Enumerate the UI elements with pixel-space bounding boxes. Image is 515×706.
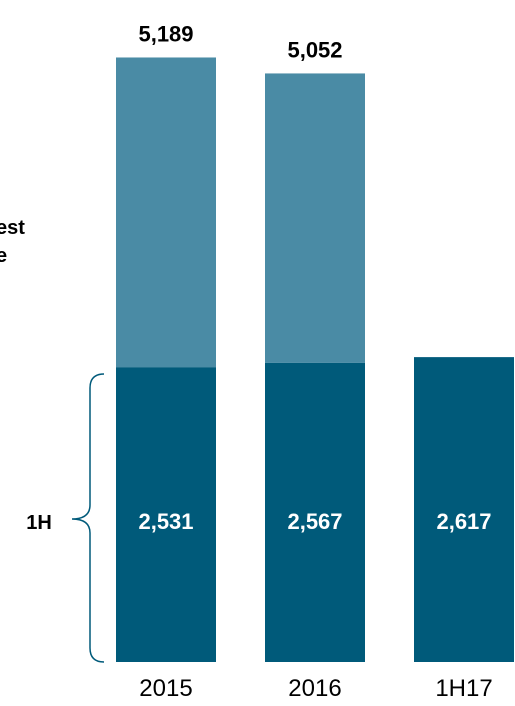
bar-2016-series-2 <box>265 73 365 363</box>
x-tick-labels-group: 2015 2016 1H17 <box>139 675 492 702</box>
bar-2016-series-1 <box>265 362 365 662</box>
bars-group <box>116 57 514 662</box>
side-label-rest-line1: est <box>0 217 25 239</box>
total-label-2016: 5,052 <box>287 37 342 62</box>
x-tick-label-2015: 2015 <box>139 675 192 702</box>
bar-1H17-series-1 <box>414 357 514 662</box>
total-label-2015: 5,189 <box>138 21 193 46</box>
x-tick-label-2016: 2016 <box>288 675 341 702</box>
x-tick-label-1H17: 1H17 <box>435 675 492 702</box>
segment-label-2015: 2,531 <box>138 509 193 534</box>
segment-labels-group: 2,531 2,567 2,617 <box>138 509 491 534</box>
bar-2015-series-2 <box>116 57 216 368</box>
first-half-bracket <box>71 373 105 663</box>
side-label-rest-line2: e <box>0 245 7 267</box>
segment-label-2016: 2,567 <box>287 509 342 534</box>
total-labels-group: 5,189 5,052 <box>138 21 342 62</box>
segment-label-1H17: 2,617 <box>436 509 491 534</box>
bar-2015-series-1 <box>116 367 216 662</box>
side-label-first-half: 1H <box>26 512 52 534</box>
